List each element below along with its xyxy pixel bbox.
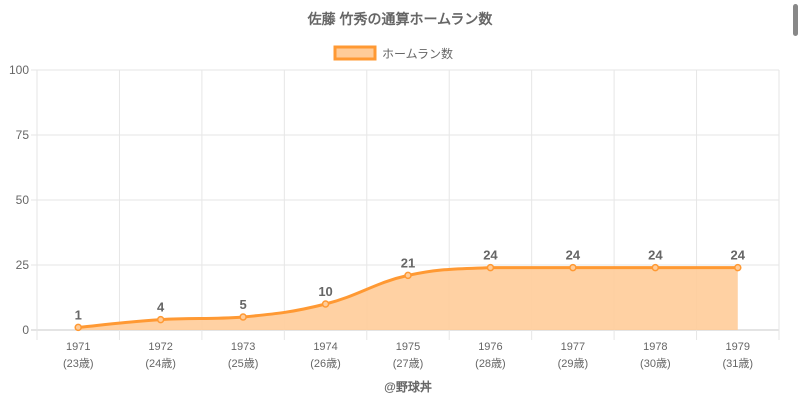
data-label: 24 bbox=[483, 248, 498, 263]
data-point bbox=[239, 313, 247, 321]
y-tick-label: 50 bbox=[16, 193, 30, 207]
x-tick-label: 1976 bbox=[478, 341, 502, 353]
data-point bbox=[734, 263, 742, 272]
x-tick-label: 1978 bbox=[643, 341, 667, 353]
data-point bbox=[651, 263, 660, 272]
data-label: 4 bbox=[157, 300, 165, 315]
x-tick-sublabel: (30歳) bbox=[640, 357, 671, 370]
data-label: 10 bbox=[318, 284, 332, 299]
x-tick-sublabel: (25歳) bbox=[228, 357, 259, 370]
x-tick-label: 1971 bbox=[66, 341, 90, 353]
data-label: 24 bbox=[648, 248, 663, 263]
y-tick-label: 25 bbox=[16, 258, 30, 272]
y-tick-label: 0 bbox=[22, 323, 29, 337]
footer-credit: @野球丼 bbox=[384, 379, 432, 394]
x-tick-sublabel: (27歳) bbox=[393, 357, 424, 370]
x-tick-label: 1975 bbox=[396, 341, 420, 353]
data-label: 5 bbox=[239, 297, 246, 312]
y-tick-label: 75 bbox=[16, 128, 30, 142]
data-point bbox=[569, 263, 577, 272]
data-point bbox=[486, 263, 495, 272]
x-tick-label: 1979 bbox=[726, 341, 750, 353]
x-tick-label: 1977 bbox=[561, 341, 585, 353]
chart-title: 佐藤 竹秀の通算ホームラン数 bbox=[307, 11, 494, 27]
x-tick-label: 1973 bbox=[231, 341, 255, 353]
data-label: 24 bbox=[566, 248, 581, 263]
x-tick-label: 1974 bbox=[313, 341, 337, 353]
series-area bbox=[78, 267, 738, 330]
y-tick-label: 100 bbox=[9, 63, 29, 77]
x-tick-label: 1972 bbox=[148, 341, 172, 353]
scrollbar[interactable] bbox=[793, 4, 798, 36]
x-tick-sublabel: (24歳) bbox=[145, 357, 176, 370]
x-tick-sublabel: (26歳) bbox=[310, 357, 341, 370]
x-tick-sublabel: (23歳) bbox=[63, 357, 94, 370]
data-point bbox=[156, 315, 165, 324]
data-label: 21 bbox=[401, 255, 415, 270]
data-point bbox=[404, 271, 412, 280]
data-label: 24 bbox=[731, 248, 746, 263]
data-point bbox=[321, 300, 330, 308]
data-label: 1 bbox=[75, 307, 82, 322]
x-tick-sublabel: (29歳) bbox=[558, 357, 589, 370]
legend-swatch bbox=[333, 45, 377, 61]
x-tick-sublabel: (31歳) bbox=[722, 357, 753, 370]
legend-label: ホームラン数 bbox=[382, 46, 453, 61]
data-point bbox=[74, 323, 82, 332]
x-tick-sublabel: (28歳) bbox=[475, 357, 506, 370]
